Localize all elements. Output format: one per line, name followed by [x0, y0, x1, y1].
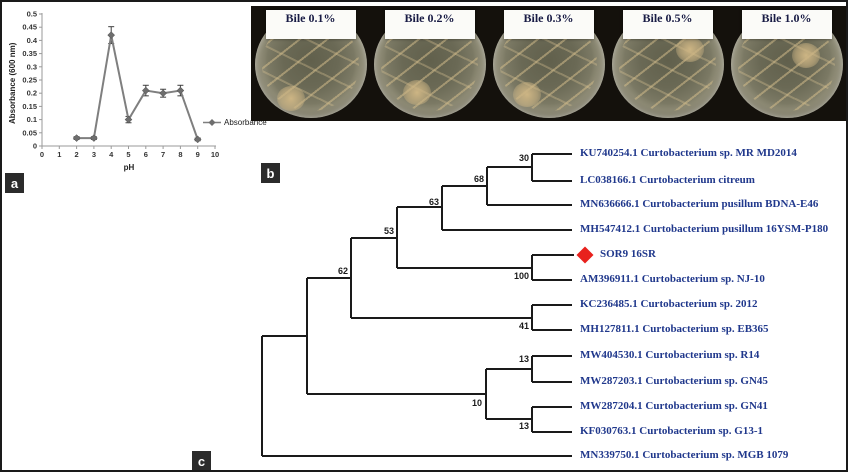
- tree-tip-label-sor9: SOR9 16SR: [600, 248, 656, 260]
- bootstrap-value: 68: [473, 174, 484, 184]
- panel-b-bile-plates-photo: Bile 0.1% Bile 0.2% Bile 0.3% Bile 0.5% …: [251, 6, 846, 121]
- x-tick-label: 4: [109, 150, 114, 159]
- y-tick-label: 0.4: [27, 36, 38, 45]
- x-tick-label: 10: [211, 150, 219, 159]
- bootstrap-value: 30: [518, 153, 529, 163]
- bootstrap-value: 10: [471, 398, 482, 408]
- petri-dish-cell: Bile 0.5%: [608, 6, 727, 121]
- x-tick-label: 5: [126, 150, 130, 159]
- data-point-marker: [124, 115, 133, 124]
- panel-label-c: c: [192, 451, 211, 470]
- bootstrap-value: 62: [337, 266, 348, 276]
- colony-blob: [792, 43, 821, 69]
- bootstrap-value: 41: [518, 321, 529, 331]
- colony-blob: [402, 80, 431, 106]
- data-point-marker: [72, 134, 81, 142]
- data-point-marker: [176, 86, 185, 95]
- y-tick-label: 0: [33, 142, 37, 151]
- y-axis-title: Absorbance (600 nm): [8, 42, 17, 124]
- tree-tip-label: KU740254.1 Curtobacterium sp. MR MD2014: [580, 147, 797, 159]
- tree-tip-label: MN636666.1 Curtobacterium pusillum BDNA-…: [580, 198, 819, 210]
- petri-dish-cell: Bile 1.0%: [727, 6, 846, 121]
- tree-tip-label: KF030763.1 Curtobacterium sp. G13-1: [580, 425, 764, 437]
- y-tick-label: 0.3: [27, 62, 37, 71]
- y-tick-label: 0.25: [22, 76, 37, 85]
- bile-concentration-label: Bile 0.3%: [503, 10, 594, 39]
- bile-concentration-label: Bile 0.5%: [622, 10, 713, 39]
- x-tick-label: 7: [161, 150, 165, 159]
- x-tick-label: 0: [40, 150, 44, 159]
- y-tick-label: 0.45: [22, 23, 37, 32]
- colony-blob: [276, 85, 305, 111]
- absorbance-line: [76, 34, 199, 140]
- bile-concentration-label: Bile 0.1%: [265, 10, 356, 39]
- x-tick-label: 6: [144, 150, 148, 159]
- x-tick-label: 1: [57, 150, 61, 159]
- bootstrap-value: 100: [513, 271, 529, 281]
- panel-a-absorbance-chart: 0 1 2 3 4 5 6 7 8 9 10 0 0.05 0.1 0.15 0.2 0.25 0.3 0.35 0.…: [2, 2, 272, 202]
- absorbance-chart-svg: 0 1 2 3 4 5 6 7 8 9 10 0 0.05 0.1 0.15 0.2 0.25 0.3 0.35 0.…: [22, 10, 219, 160]
- tree-tip-label: AM396911.1 Curtobacterium sp. NJ-10: [580, 273, 765, 285]
- data-point-marker: [193, 135, 202, 144]
- bootstrap-value: 13: [518, 354, 529, 364]
- y-tick-label: 0.5: [27, 10, 37, 19]
- petri-dish-cell: Bile 0.1%: [251, 6, 370, 121]
- data-point-marker: [107, 31, 116, 39]
- bile-concentration-label: Bile 1.0%: [741, 10, 832, 39]
- bootstrap-value: 63: [428, 197, 439, 207]
- sor9-highlight-diamond-icon: [576, 246, 594, 264]
- y-tick-label: 0.15: [22, 102, 37, 111]
- x-tick-label: 9: [196, 150, 200, 159]
- y-tick-label: 0.2: [27, 89, 37, 98]
- x-tick-label: 8: [178, 150, 182, 159]
- petri-dish-cell: Bile 0.3%: [489, 6, 608, 121]
- legend-line-diamond-icon: [203, 119, 221, 126]
- tree-tip-label: MW287204.1 Curtobacterium sp. GN41: [580, 400, 768, 412]
- colony-blob: [676, 36, 705, 62]
- bile-concentration-label: Bile 0.2%: [384, 10, 475, 39]
- y-tick-label: 0.05: [22, 128, 37, 137]
- bootstrap-value: 53: [383, 226, 394, 236]
- tree-tip-label: MW404530.1 Curtobacterium sp. R14: [580, 349, 760, 361]
- tree-tip-label: KC236485.1 Curtobacterium sp. 2012: [580, 298, 758, 310]
- tree-tip-label: MN339750.1 Curtobacterium sp. MGB 1079: [580, 449, 789, 461]
- legend-label: Absorbance: [224, 118, 267, 127]
- y-tick-label: 0.35: [22, 49, 37, 58]
- data-point-marker: [159, 89, 167, 98]
- y-tick-label: 0.1: [27, 115, 37, 124]
- tree-tip-label: MH127811.1 Curtobacterium sp. EB365: [580, 323, 769, 335]
- data-point-marker: [141, 86, 150, 95]
- panel-label-a: a: [5, 173, 24, 193]
- x-axis-title: pH: [123, 163, 135, 172]
- tree-tip-label: MH547412.1 Curtobacterium pusillum 16YSM…: [580, 223, 829, 235]
- colony-blob: [512, 82, 541, 108]
- panel-label-b: b: [261, 163, 280, 183]
- petri-dish-cell: Bile 0.2%: [370, 6, 489, 121]
- x-tick-label: 2: [75, 150, 79, 159]
- tree-tip-label: LC038166.1 Curtobacterium citreum: [580, 174, 755, 186]
- bootstrap-value: 13: [518, 421, 529, 431]
- chart-legend: Absorbance: [203, 118, 267, 127]
- data-point-marker: [90, 134, 98, 142]
- tree-tip-label: MW287203.1 Curtobacterium sp. GN45: [580, 375, 768, 387]
- x-tick-label: 3: [92, 150, 96, 159]
